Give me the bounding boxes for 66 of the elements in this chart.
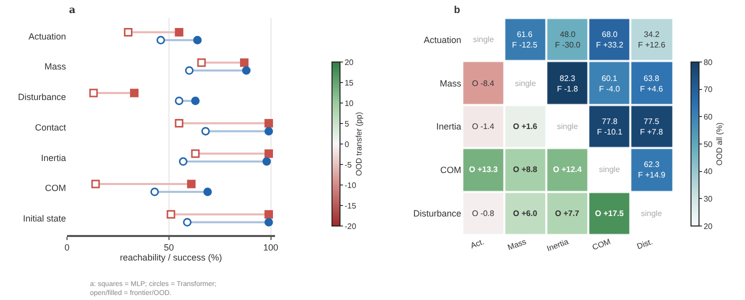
data-label: 77.8 F -10.1 [597, 117, 623, 136]
y-tick-label: Actuation [424, 34, 462, 45]
y-tick-label: Actuation [28, 31, 66, 42]
y-tick-label: Inertia [436, 122, 462, 132]
x-tick-label: Inertia [546, 236, 570, 254]
color-bar-label: -20 [344, 222, 357, 231]
data-label: O +8.8 [513, 165, 538, 174]
text: single [473, 35, 494, 44]
color-bar-title: OOD all (%) [715, 122, 724, 166]
text: single [599, 165, 620, 174]
data-label: 82.3 F -1.8 [557, 74, 578, 94]
color-bar-label: -5 [344, 160, 352, 170]
data-label: 68.0 F +33.2 [596, 30, 624, 50]
color-bar-label: 5 [344, 119, 350, 128]
color-bar-label: 15 [344, 78, 354, 88]
y-tick-label: Contact [35, 122, 67, 132]
color-bar-label: 60 [704, 112, 714, 122]
y-tick-label: Initial state [23, 213, 66, 224]
data-label: O +6.0 [513, 209, 538, 218]
color-bar-label: 20 [344, 58, 354, 67]
x-tick-label: 0 [64, 242, 70, 253]
color-bar-label: 40 [704, 167, 714, 176]
text: single [641, 209, 662, 218]
x-tick-label: COM [591, 237, 612, 252]
data-label: 48.0 F -30.0 [555, 30, 581, 50]
y-tick-label: Disturbance [18, 92, 66, 102]
data-label: O +12.4 [553, 165, 582, 174]
color-bar-label: 0 [344, 140, 350, 149]
data-label: O +13.3 [469, 165, 498, 174]
y-tick-label: Mass [440, 78, 462, 88]
color-bar-label: 50 [704, 140, 714, 149]
data-label: 63.8 F +4.6 [640, 74, 664, 94]
color-bar-label: -15 [344, 201, 357, 210]
data-label: O +17.5 [595, 209, 624, 218]
x-tick-label: Act. [469, 237, 486, 250]
y-tick-label: COM [45, 183, 66, 194]
y-tick-label: COM [440, 165, 462, 176]
x-tick-label: 50 [164, 242, 174, 253]
color-bar-title: OOD transfer (pp) [354, 112, 364, 176]
data-label: O -1.4 [472, 122, 495, 131]
data-label: O +7.7 [555, 209, 580, 218]
color-bar-label: -10 [344, 180, 357, 190]
chart-title: b [454, 5, 460, 16]
color-bar-label: 30 [704, 194, 714, 204]
chart-title: a [69, 5, 76, 16]
color-bar-label: 20 [704, 222, 714, 231]
data-label: O -8.4 [472, 79, 495, 88]
color-bar-label: 70 [704, 85, 714, 94]
data-label: O -0.8 [472, 209, 495, 218]
y-tick-label: Inertia [41, 152, 66, 163]
data-label: 62.3 F +14.9 [638, 160, 666, 180]
text: single [557, 122, 578, 131]
data-label: O +1.6 [513, 122, 538, 131]
x-axis-title: reachability / success (%) [120, 252, 222, 263]
color-bar-label: 10 [344, 98, 354, 108]
y-tick-label: Mass [44, 62, 67, 72]
color-bar-label: 80 [704, 58, 714, 67]
data-label: 61.6 F -12.5 [512, 30, 538, 50]
data-label: 77.5 F +7.8 [640, 117, 664, 136]
x-tick-label: Mass [506, 237, 528, 252]
x-tick-label: Dist. [636, 237, 654, 252]
x-tick-label: 100 [263, 242, 278, 253]
data-label: 34.2 F +12.6 [638, 30, 666, 50]
data-label: 60.1 F -4.0 [599, 74, 620, 94]
text: single [515, 79, 536, 88]
y-tick-label: Disturbance [413, 208, 462, 218]
